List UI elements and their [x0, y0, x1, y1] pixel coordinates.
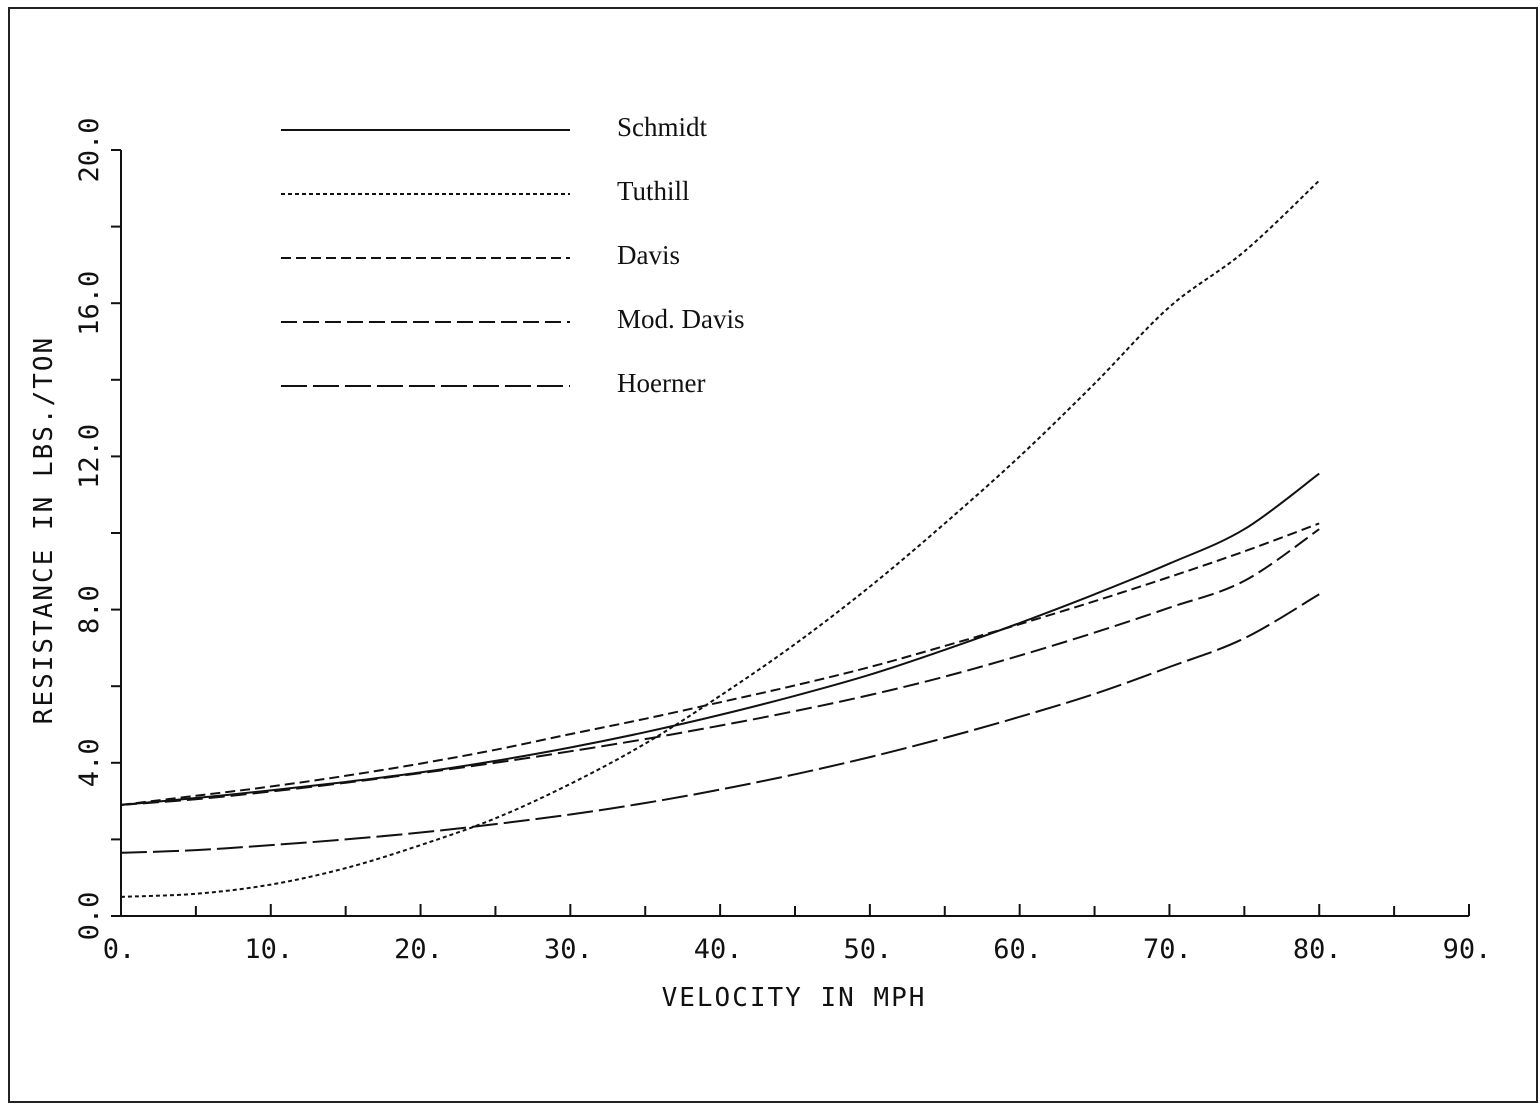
- y-tick-label: 8.0: [74, 585, 105, 634]
- legend-label-hoerner: Hoerner: [617, 368, 705, 398]
- x-tick-label: 0.: [103, 934, 136, 965]
- x-tick-label: 30.: [544, 934, 593, 965]
- x-tick-label: 50.: [843, 934, 892, 965]
- x-tick-label: 10.: [244, 934, 293, 965]
- x-tick-label: 80.: [1293, 934, 1342, 965]
- y-axis-title: RESISTANCE IN LBS./TON: [29, 336, 59, 724]
- legend-label-mod-davis: Mod. Davis: [617, 304, 745, 334]
- x-tick-label: 40.: [694, 934, 743, 965]
- series-line-davis: [120, 522, 1320, 806]
- legend: Schmidt Tuthill Davis Mod. Davis Hoerner: [281, 112, 745, 398]
- plot-area: [120, 179, 1320, 898]
- legend-label-tuthill: Tuthill: [617, 176, 690, 206]
- series-line-hoerner: [120, 593, 1320, 854]
- y-tick-label: 16.0: [74, 271, 105, 336]
- x-axis-title: VELOCITY IN MPH: [662, 983, 927, 1013]
- page-border: [8, 7, 1538, 1103]
- x-tick-label: 60.: [993, 934, 1042, 965]
- y-tick-label: 0.0: [74, 892, 105, 941]
- series-line-schmidt: [120, 472, 1320, 806]
- y-tick-label: 4.0: [74, 738, 105, 787]
- series-line-tuthill: [120, 179, 1320, 898]
- x-tick-label: 70.: [1143, 934, 1192, 965]
- x-axis: 0. 10. 20. 30. 40. 50. 60. 70. 80. 90.: [103, 904, 1492, 965]
- legend-label-davis: Davis: [617, 240, 680, 270]
- series-line-mod-davis: [120, 528, 1320, 806]
- y-axis: 0.0 4.0 8.0 12.0 16.0 20.0: [74, 117, 122, 941]
- y-tick-label: 20.0: [74, 117, 105, 182]
- y-tick-label: 12.0: [74, 424, 105, 489]
- x-tick-label: 90.: [1443, 934, 1492, 965]
- x-tick-label: 20.: [394, 934, 443, 965]
- legend-label-schmidt: Schmidt: [617, 112, 708, 142]
